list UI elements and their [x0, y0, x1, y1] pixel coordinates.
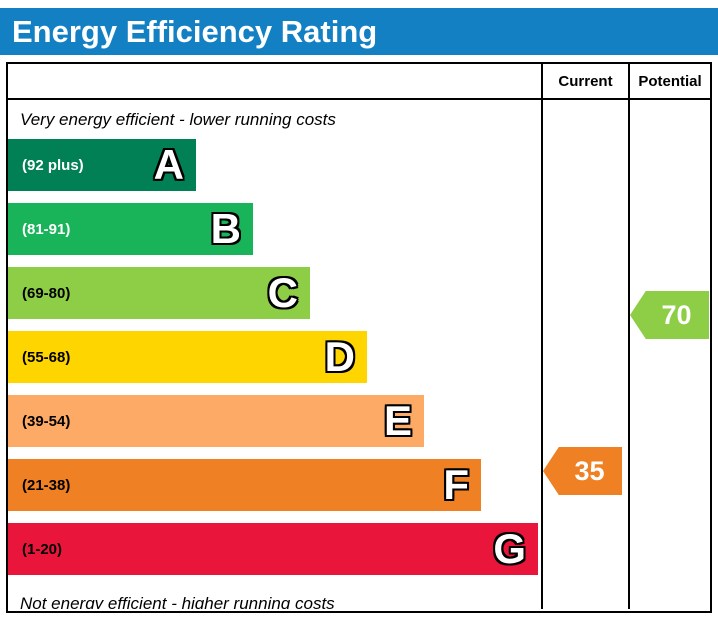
- band-b-bar: (81-91) B: [8, 203, 253, 255]
- band-e-letter: E: [383, 397, 412, 444]
- band-g-range: (1-20): [22, 540, 63, 558]
- potential-rating-arrow: 70: [630, 291, 709, 339]
- header-corner: [8, 64, 541, 98]
- band-a-letter: A: [153, 141, 184, 188]
- current-column: 35: [541, 100, 628, 609]
- rating-bands-column: Very energy efficient - lower running co…: [8, 100, 541, 609]
- current-column-header: Current: [541, 64, 628, 98]
- current-rating-value: 35: [574, 455, 605, 486]
- band-c-letter: C: [267, 269, 298, 316]
- band-f-bar: (21-38) F: [8, 459, 481, 511]
- potential-rating-value: 70: [661, 299, 692, 330]
- band-d-range: (55-68): [22, 348, 71, 366]
- top-note: Very energy efficient - lower running co…: [20, 109, 336, 129]
- band-c-bar: (69-80) C: [8, 267, 310, 319]
- band-g-bar: (1-20) G: [8, 523, 538, 575]
- band-d-bar: (55-68) D: [8, 331, 367, 383]
- chart-header-row: Current Potential: [8, 64, 710, 100]
- band-b-range: (81-91): [22, 220, 71, 238]
- page-title: Energy Efficiency Rating: [0, 8, 718, 55]
- band-c-range: (69-80): [22, 284, 71, 302]
- band-a-bar: (92 plus) A: [8, 139, 196, 191]
- potential-column-header: Potential: [628, 64, 710, 98]
- band-a-range: (92 plus): [22, 156, 84, 174]
- band-e-range: (39-54): [22, 412, 71, 430]
- band-g-letter: G: [493, 525, 526, 572]
- band-b-letter: B: [210, 205, 241, 252]
- chart-body: Very energy efficient - lower running co…: [8, 100, 710, 609]
- band-e-bar: (39-54) E: [8, 395, 424, 447]
- current-rating-arrow: 35: [543, 447, 622, 495]
- energy-efficiency-chart: Current Potential Very energy efficient …: [6, 62, 712, 613]
- potential-column: 70: [628, 100, 710, 609]
- bottom-note: Not energy efficient - higher running co…: [20, 594, 335, 609]
- band-f-range: (21-38): [22, 476, 71, 494]
- band-d-letter: D: [324, 333, 355, 380]
- band-f-letter: F: [443, 461, 469, 508]
